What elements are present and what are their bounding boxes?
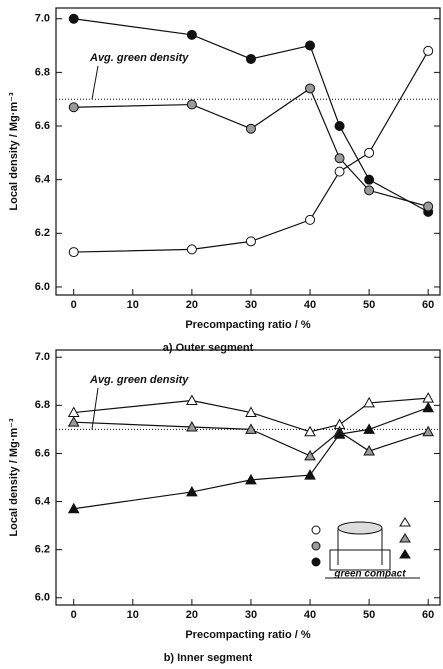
y-tick-label: 6.0 (35, 281, 50, 293)
x-tick-label: 0 (71, 609, 77, 621)
y-tick-label: 6.6 (35, 120, 50, 132)
x-tick-label: 30 (245, 609, 257, 621)
marker (68, 102, 79, 113)
plot-frame (55, 7, 441, 296)
y-tick-label: 7.0 (35, 13, 50, 25)
x-tick-label: 10 (127, 609, 139, 621)
series-line (73, 87, 429, 208)
y-tick-label: 6.8 (35, 399, 50, 411)
series-line (73, 18, 429, 213)
marker (363, 396, 375, 408)
marker (334, 153, 345, 164)
x-tick-label: 40 (304, 609, 316, 621)
marker (305, 214, 316, 225)
marker (304, 425, 316, 437)
x-tick-label: 40 (304, 299, 316, 311)
inset-diagram: green compact (311, 517, 420, 580)
marker (186, 394, 198, 406)
y-tick-label: 6.2 (35, 227, 50, 239)
x-tick-label: 60 (422, 299, 434, 311)
y-tick-label: 6.4 (35, 174, 51, 186)
y-axis-label: Local density / Mg·m⁻³ (8, 418, 20, 537)
caption: a) Outer segment (163, 342, 254, 354)
marker (245, 123, 256, 134)
marker (333, 428, 346, 439)
marker (304, 469, 316, 480)
marker (186, 29, 197, 40)
marker (245, 423, 257, 434)
marker (364, 147, 375, 158)
marker (305, 83, 316, 94)
y-tick-label: 6.6 (35, 447, 50, 459)
y-tick-label: 6.2 (35, 544, 50, 556)
x-tick-label: 30 (245, 299, 257, 311)
marker (186, 244, 197, 255)
marker (186, 420, 198, 432)
marker (305, 40, 316, 51)
x-tick-label: 50 (363, 299, 375, 311)
marker (68, 13, 79, 24)
x-axis-label: Precompacting ratio / % (185, 629, 311, 641)
marker (67, 502, 80, 514)
y-tick-label: 6.8 (35, 66, 50, 78)
y-tick-label: 6.0 (35, 592, 50, 604)
x-tick-label: 10 (127, 299, 139, 311)
reference-label: Avg. green density (89, 52, 189, 64)
y-tick-label: 7.0 (35, 351, 50, 363)
marker (245, 473, 257, 485)
marker (68, 247, 79, 258)
inset-label: green compact (333, 569, 406, 580)
marker (364, 174, 375, 185)
plot-frame (55, 349, 441, 606)
x-tick-label: 60 (422, 609, 434, 621)
marker (67, 416, 80, 427)
marker (422, 392, 435, 403)
marker (363, 423, 375, 434)
y-tick-label: 6.4 (35, 495, 51, 507)
annotation-arrow (91, 65, 99, 100)
reference-label: Avg. green density (89, 374, 189, 386)
marker (334, 166, 345, 177)
series-line (73, 407, 429, 510)
x-tick-label: 50 (363, 609, 375, 621)
x-axis-label: Precompacting ratio / % (185, 319, 311, 331)
marker (334, 121, 345, 132)
marker (245, 236, 256, 247)
marker (423, 201, 434, 212)
x-tick-label: 0 (71, 299, 77, 311)
series-line (73, 50, 429, 253)
marker (186, 99, 197, 110)
y-axis-label: Local density / Mg·m⁻³ (8, 92, 20, 211)
marker (422, 401, 435, 413)
caption: b) Inner segment (164, 652, 253, 664)
marker (364, 185, 375, 196)
marker (363, 445, 375, 456)
x-tick-label: 20 (186, 299, 198, 311)
marker (304, 449, 316, 461)
x-tick-label: 20 (186, 609, 198, 621)
marker (422, 425, 435, 437)
marker (245, 406, 257, 418)
marker (186, 485, 198, 497)
marker (245, 53, 256, 64)
marker (423, 45, 434, 56)
